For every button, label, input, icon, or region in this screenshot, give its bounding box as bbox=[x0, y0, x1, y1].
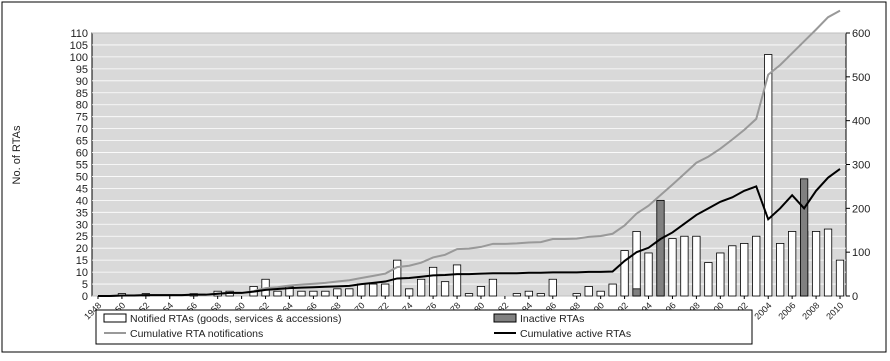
bar-notified bbox=[740, 242, 749, 297]
bar-notified bbox=[811, 231, 821, 297]
bar-notified bbox=[632, 231, 641, 297]
y-tick-label: 75 bbox=[76, 112, 88, 124]
y-tick-label: 45 bbox=[76, 183, 88, 195]
bar-notified bbox=[704, 262, 713, 297]
y2-tick-label: 500 bbox=[852, 72, 870, 84]
bar-notified bbox=[512, 293, 521, 297]
line-cumulative-active bbox=[97, 168, 841, 297]
bar-notified bbox=[417, 278, 426, 297]
bar-notified bbox=[668, 238, 677, 297]
bar-notified bbox=[476, 286, 486, 297]
bar-notified bbox=[548, 278, 557, 297]
bar-notified bbox=[488, 278, 498, 297]
legend-label-inactive: Inactive RTAs bbox=[520, 313, 584, 325]
y-tick-label: 40 bbox=[76, 195, 88, 207]
y-tick-label: 90 bbox=[76, 76, 88, 88]
bar-notified bbox=[620, 250, 629, 297]
bar-notified bbox=[524, 290, 533, 297]
bar-notified bbox=[297, 290, 306, 297]
bar-notified bbox=[596, 290, 605, 297]
legend-label-cumulative-active: Cumulative active RTAs bbox=[520, 328, 631, 340]
bar-notified bbox=[716, 252, 725, 297]
bar-notified bbox=[273, 290, 282, 297]
y-tick-label: 55 bbox=[76, 160, 88, 172]
bar-notified bbox=[381, 283, 390, 297]
y2-tick-label: 0 bbox=[852, 291, 858, 303]
bar-notified bbox=[345, 288, 354, 297]
y-tick-label: 25 bbox=[76, 231, 88, 243]
legend-label-notified: Notified RTAs (goods, services & accessi… bbox=[130, 313, 341, 325]
y-tick-label: 60 bbox=[76, 148, 88, 160]
bar-notified bbox=[440, 281, 450, 297]
y2-tick-label: 200 bbox=[852, 203, 870, 215]
y-tick-label: 30 bbox=[76, 219, 88, 231]
y-tick-label: 15 bbox=[76, 255, 88, 267]
legend-box bbox=[95, 309, 753, 345]
bar-notified bbox=[333, 288, 342, 297]
lines-layer bbox=[97, 9, 841, 297]
legend-item-cumulative-notifications: Cumulative RTA notifications bbox=[104, 328, 263, 340]
bar-notified bbox=[835, 259, 845, 297]
bar-notified bbox=[321, 290, 330, 297]
bar-notified bbox=[584, 286, 593, 297]
bar-notified bbox=[405, 288, 414, 297]
bar-notified bbox=[428, 266, 438, 297]
bar-notified bbox=[572, 293, 581, 297]
legend-label-cumulative-notifications: Cumulative RTA notifications bbox=[130, 328, 263, 340]
legend-swatch-inactive-bar bbox=[493, 313, 517, 323]
y-tick-label: 105 bbox=[70, 40, 88, 52]
legend-swatch-notified-bar bbox=[103, 313, 127, 323]
bar-notified bbox=[536, 293, 545, 297]
bar-notified bbox=[464, 293, 474, 297]
y2-tick-label: 600 bbox=[852, 28, 870, 40]
y-axis-title: No. of RTAs bbox=[11, 125, 23, 184]
y-tick-label: 35 bbox=[76, 207, 88, 219]
legend-item-cumulative-active: Cumulative active RTAs bbox=[494, 328, 631, 340]
bar-notified bbox=[369, 283, 378, 297]
y-tick-label: 110 bbox=[70, 28, 88, 40]
bar-notified bbox=[309, 290, 318, 297]
y-tick-label: 65 bbox=[76, 136, 88, 148]
y-tick-label: 95 bbox=[76, 64, 88, 76]
bar-notified bbox=[608, 283, 617, 297]
bar-notified bbox=[823, 228, 833, 297]
bar-notified bbox=[776, 242, 785, 297]
y-tick-label: 5 bbox=[82, 279, 88, 291]
y2-tick-label: 100 bbox=[852, 247, 870, 259]
bar-notified bbox=[644, 252, 653, 297]
legend-item-notified: Notified RTAs (goods, services & accessi… bbox=[103, 313, 341, 325]
y-tick-label: 70 bbox=[76, 124, 88, 136]
bar-inactive bbox=[800, 178, 809, 297]
y-axis-left: 0510152025303540455055606570758085909510… bbox=[70, 28, 88, 303]
bar-notified bbox=[452, 264, 462, 297]
legend-item-inactive: Inactive RTAs bbox=[493, 313, 584, 325]
bar-notified bbox=[680, 235, 689, 297]
legend: Notified RTAs (goods, services & accessi… bbox=[95, 309, 753, 345]
y-tick-label: 10 bbox=[76, 267, 88, 279]
y-tick-label: 80 bbox=[76, 100, 88, 112]
bar-notified bbox=[788, 231, 797, 297]
y-axis-right: 0 100 200 300 400 500 600 bbox=[846, 28, 870, 303]
y-tick-label: 0 bbox=[82, 291, 88, 303]
y2-tick-label: 300 bbox=[852, 160, 870, 172]
y-tick-label: 85 bbox=[76, 88, 88, 100]
bar-notified bbox=[357, 283, 366, 297]
bar-inactive bbox=[656, 199, 665, 297]
bar-notified bbox=[752, 235, 761, 297]
bar-notified bbox=[764, 54, 773, 297]
y2-tick-label: 400 bbox=[852, 116, 870, 128]
bar-notified bbox=[692, 235, 701, 297]
y-tick-label: 50 bbox=[76, 171, 88, 183]
bar-inactive bbox=[632, 288, 641, 297]
y-tick-label: 100 bbox=[70, 52, 88, 64]
bar-notified bbox=[728, 245, 737, 297]
y-tick-label: 20 bbox=[76, 243, 88, 255]
